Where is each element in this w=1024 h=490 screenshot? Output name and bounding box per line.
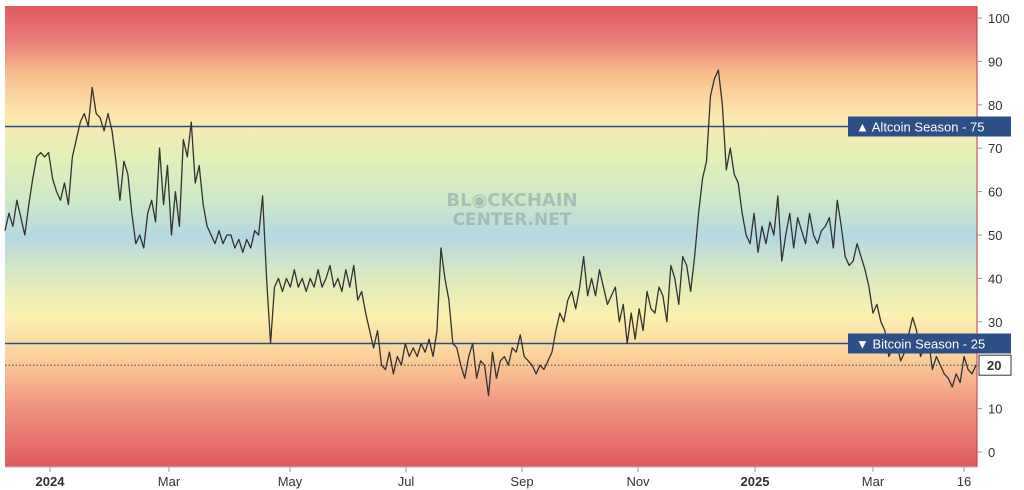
x-tick-label: Mar <box>862 474 885 489</box>
threshold-lines <box>5 125 977 345</box>
threshold-label-text: ▲ Altcoin Season - 75 <box>856 120 985 135</box>
y-tick-label: 100 <box>988 11 1010 26</box>
y-tick-label: 90 <box>988 54 1002 69</box>
x-tick-label: 16 <box>957 474 971 489</box>
threshold-labels: ▲ Altcoin Season - 75 ▼ Bitcoin Season - … <box>848 116 1011 354</box>
x-tick-label: May <box>278 474 303 489</box>
x-tick-label: 2025 <box>741 474 770 489</box>
watermark: BL◉CKCHAIN CENTER.NET <box>446 190 577 230</box>
watermark-line-1: BL◉CKCHAIN <box>446 190 577 211</box>
axis-background <box>977 0 1024 468</box>
y-tick-label: 60 <box>988 185 1002 200</box>
x-axis-ticks: 2024 Mar May Jul Sep Nov 2025 Mar 16 <box>36 467 971 489</box>
current-value-text: 20 <box>987 358 1001 373</box>
y-tick-label: 40 <box>988 271 1002 286</box>
altcoin-index-line <box>4 69 977 397</box>
x-tick-label: Mar <box>158 474 181 489</box>
y-tick-label: 80 <box>988 98 1002 113</box>
y-tick-label: 0 <box>988 445 995 460</box>
y-tick-label: 30 <box>988 315 1002 330</box>
y-tick-label: 70 <box>988 141 1002 156</box>
threshold-label-box <box>848 333 1011 354</box>
x-tick-label: Jul <box>398 474 415 489</box>
plot-background <box>5 6 977 467</box>
x-tick-label: Sep <box>510 474 533 489</box>
current-value-box <box>978 354 1012 376</box>
y-tick-label: 10 <box>988 402 1002 417</box>
x-tick-label: 2024 <box>36 474 66 489</box>
watermark-line-2: CENTER.NET <box>453 210 572 230</box>
x-tick-label: Nov <box>626 474 650 489</box>
y-tick-label: 50 <box>988 228 1002 243</box>
current-value-badge: 20 <box>978 354 1012 376</box>
threshold-label-box <box>848 116 1011 137</box>
threshold-label-text: ▼ Bitcoin Season - 25 <box>856 337 985 352</box>
